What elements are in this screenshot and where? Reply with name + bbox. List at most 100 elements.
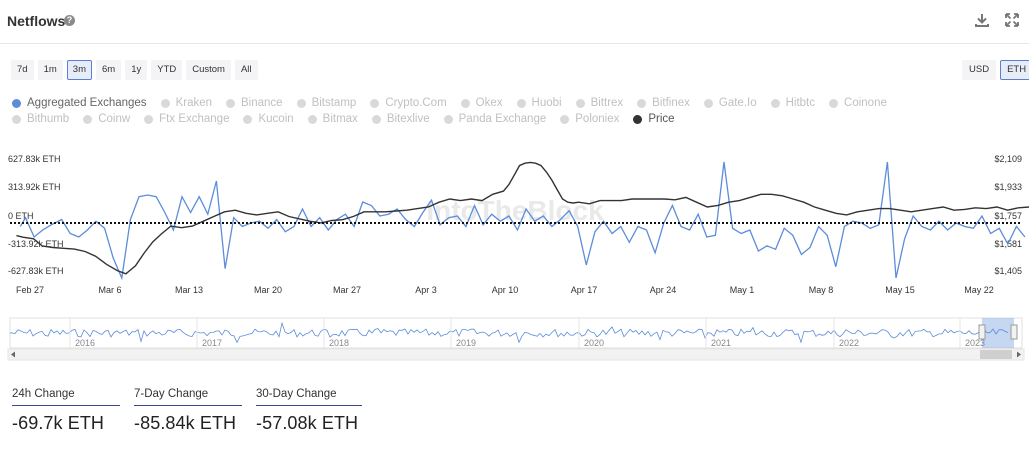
x-tick-label: Feb 27 (16, 285, 44, 295)
legend-dot-icon (243, 115, 253, 124)
y-right-tick-label: $1,933 (994, 182, 1022, 192)
legend-item-panda-exchange[interactable]: Panda Exchange (443, 112, 546, 127)
legend-dot-icon (560, 115, 570, 124)
legend-item-gate-io[interactable]: Gate.Io (703, 96, 757, 111)
legend-item-huobi[interactable]: Huobi (516, 96, 562, 111)
x-tick-label: Apr 24 (650, 285, 677, 295)
range-all-button[interactable]: All (234, 60, 258, 80)
expand-icon[interactable] (1004, 12, 1020, 28)
legend-item-ftx-exchange[interactable]: Ftx Exchange (144, 112, 229, 127)
navigator-scrollbar-track[interactable] (7, 348, 1025, 361)
legend-dot-icon (443, 115, 453, 124)
legend-item-bitmax[interactable]: Bitmax (307, 112, 358, 127)
legend-label: Bitstamp (311, 97, 357, 109)
change-24h-card: 24h Change -69.7k ETH (12, 388, 120, 434)
y-left-tick-label: 0 ETH (8, 211, 34, 221)
y-right-tick-label: $1,405 (994, 266, 1022, 276)
change-7d-label: 7-Day Change (134, 388, 242, 406)
x-tick-label: May 22 (964, 285, 994, 295)
page-title: Netflows (7, 13, 66, 29)
navigator-left-handle[interactable] (978, 324, 986, 340)
legend-dot-icon (575, 98, 585, 108)
legend-item-bitstamp[interactable]: Bitstamp (296, 96, 357, 111)
legend-item-okex[interactable]: Okex (460, 96, 503, 111)
currency-usd-button[interactable]: USD (962, 60, 997, 80)
x-tick-label: Apr 3 (415, 285, 437, 295)
x-tick-label: Mar 20 (254, 285, 282, 295)
legend-item-bithumb[interactable]: Bithumb (12, 112, 69, 127)
y-left-tick-label: 313.92k ETH (8, 182, 61, 192)
legend-dot-icon (144, 115, 154, 124)
legend-item-bittrex[interactable]: Bittrex (575, 96, 623, 111)
currency-eth-button[interactable]: ETH (1000, 60, 1029, 80)
legend-dot-icon (516, 98, 526, 108)
legend-dot-icon (703, 98, 713, 108)
legend-item-coinone[interactable]: Coinone (829, 96, 887, 111)
legend-dot-icon (829, 98, 839, 108)
navigator-year-label: 2018 (329, 338, 349, 348)
legend-item-kucoin[interactable]: Kucoin (243, 112, 294, 127)
range-1y-button[interactable]: 1y (125, 60, 148, 80)
navigator-year-label: 2016 (75, 338, 95, 348)
y-left-tick-label: -627.83k ETH (8, 266, 64, 276)
legend-label: Ftx Exchange (159, 113, 230, 126)
legend-dot-icon (370, 98, 380, 108)
x-tick-label: Mar 13 (175, 285, 203, 295)
legend-dot-icon (770, 98, 780, 108)
navigator-year-label: 2019 (456, 338, 476, 348)
currency-selector: USD ETH (962, 60, 1029, 80)
price-series-line (16, 161, 1029, 275)
range-custom-button[interactable]: Custom (186, 60, 231, 80)
range-ytd-button[interactable]: YTD (151, 60, 183, 80)
range-1m-button[interactable]: 1m (37, 60, 63, 80)
navigator-selection[interactable] (982, 318, 1014, 348)
change-summary: 24h Change -69.7k ETH 7-Day Change -85.8… (12, 388, 362, 434)
legend-item-hitbtc[interactable]: Hitbtc (770, 96, 816, 111)
chart-legend: Aggregated Exchanges Kraken Binance Bitstam… (12, 96, 972, 129)
legend-item-crypto-com[interactable]: Crypto.Com (370, 96, 447, 111)
legend-item-binance[interactable]: Binance (226, 96, 283, 111)
change-30d-value: -57.08k ETH (256, 413, 359, 433)
scroll-right-icon[interactable] (1017, 351, 1021, 358)
range-navigator[interactable]: 2016 2017 2018 2019 2020 2021 2022 2023 (0, 313, 1029, 363)
y-right-tick-label: $2,109 (994, 154, 1022, 164)
legend-dot-icon (296, 98, 306, 108)
legend-label: Kucoin (258, 113, 294, 126)
legend-label: Price (648, 113, 675, 126)
range-7d-button[interactable]: 7d (11, 60, 34, 80)
scroll-left-icon[interactable] (11, 351, 15, 358)
legend-item-poloniex[interactable]: Poloniex (560, 112, 619, 127)
chart-header: Netflows ? (0, 0, 1029, 44)
download-icon[interactable] (974, 12, 990, 28)
legend-label: Hitbtc (785, 97, 816, 109)
x-tick-label: Apr 17 (571, 285, 598, 295)
navigator-year-label: 2022 (839, 338, 859, 348)
legend-label: Coinw (98, 113, 131, 126)
legend-label: Binance (241, 97, 283, 109)
x-tick-label: Mar 6 (98, 285, 121, 295)
legend-item-price[interactable]: Price (633, 112, 675, 127)
legend-item-coinw[interactable]: Coinw (83, 112, 130, 127)
legend-dot-icon (160, 98, 170, 108)
legend-label: Bitexlive (386, 113, 430, 126)
range-6m-button[interactable]: 6m (95, 60, 122, 80)
legend-item-bitfinex[interactable]: Bitfinex (637, 96, 690, 111)
legend-label: Okex (475, 97, 503, 109)
legend-item-bitexlive[interactable]: Bitexlive (371, 112, 430, 127)
legend-dot-icon (637, 98, 647, 108)
x-tick-label: Apr 10 (492, 285, 519, 295)
legend-dot-icon (371, 115, 381, 124)
legend-item-aggregated-exchanges[interactable]: Aggregated Exchanges (12, 96, 147, 111)
change-30d-label: 30-Day Change (256, 388, 362, 406)
navigator-scrollbar-thumb[interactable] (980, 350, 1012, 359)
x-tick-label: May 8 (809, 285, 834, 295)
range-3m-button[interactable]: 3m (66, 60, 92, 80)
legend-dot-icon (307, 115, 317, 124)
legend-item-kraken[interactable]: Kraken (160, 96, 212, 111)
legend-label: Aggregated Exchanges (27, 97, 147, 109)
question-icon[interactable]: ? (64, 15, 75, 26)
navigator-right-handle[interactable] (1010, 324, 1018, 340)
y-left-tick-label: 627.83k ETH (8, 154, 61, 164)
legend-dot-icon (12, 98, 21, 108)
